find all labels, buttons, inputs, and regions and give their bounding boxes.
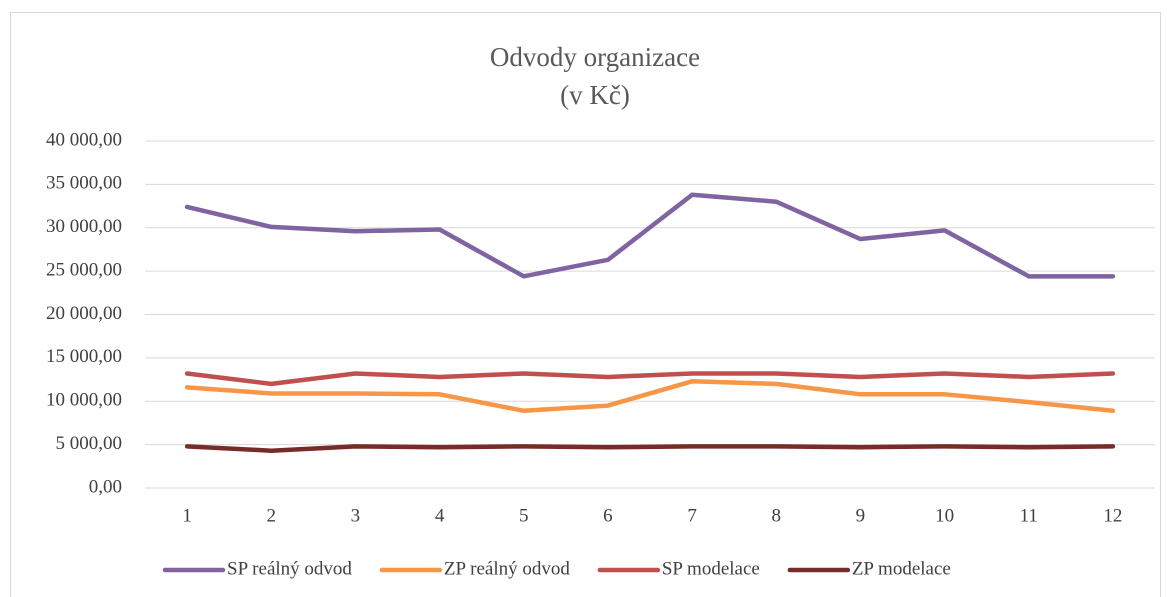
x-tick-label: 4 xyxy=(435,505,445,526)
series-line xyxy=(184,371,1116,387)
x-tick-label: 3 xyxy=(351,505,361,526)
x-tick-label: 10 xyxy=(935,505,954,526)
y-tick-label: 0,00 xyxy=(89,476,122,497)
x-tick-label: 6 xyxy=(603,505,613,526)
y-tick-label: 40 000,00 xyxy=(46,129,122,150)
x-tick-label: 2 xyxy=(267,505,277,526)
legend-label: SP reálný odvod xyxy=(227,558,352,579)
legend-label: ZP reálný odvod xyxy=(444,558,570,579)
x-tick-label: 9 xyxy=(856,505,866,526)
legend-label: ZP modelace xyxy=(852,558,951,579)
y-tick-label: 30 000,00 xyxy=(46,216,122,237)
y-tick-label: 15 000,00 xyxy=(46,346,122,367)
legend-label: SP modelace xyxy=(662,558,760,579)
y-tick-label: 35 000,00 xyxy=(46,173,122,194)
y-tick-label: 10 000,00 xyxy=(46,390,122,411)
x-tick-label: 8 xyxy=(772,505,782,526)
y-tick-label: 25 000,00 xyxy=(46,259,122,280)
y-tick-label: 20 000,00 xyxy=(46,303,122,324)
x-tick-label: 11 xyxy=(1020,505,1038,526)
x-tick-label: 12 xyxy=(1103,505,1122,526)
chart-subtitle: (v Kč) xyxy=(560,80,630,110)
series-line xyxy=(184,192,1116,279)
series-line xyxy=(184,379,1116,414)
x-tick-label: 7 xyxy=(687,505,697,526)
x-tick-label: 1 xyxy=(182,505,192,526)
y-tick-label: 5 000,00 xyxy=(56,433,123,454)
chart-title: Odvody organizace xyxy=(490,42,700,72)
series-line xyxy=(184,444,1116,453)
x-tick-label: 5 xyxy=(519,505,529,526)
chart-frame xyxy=(10,12,1161,597)
